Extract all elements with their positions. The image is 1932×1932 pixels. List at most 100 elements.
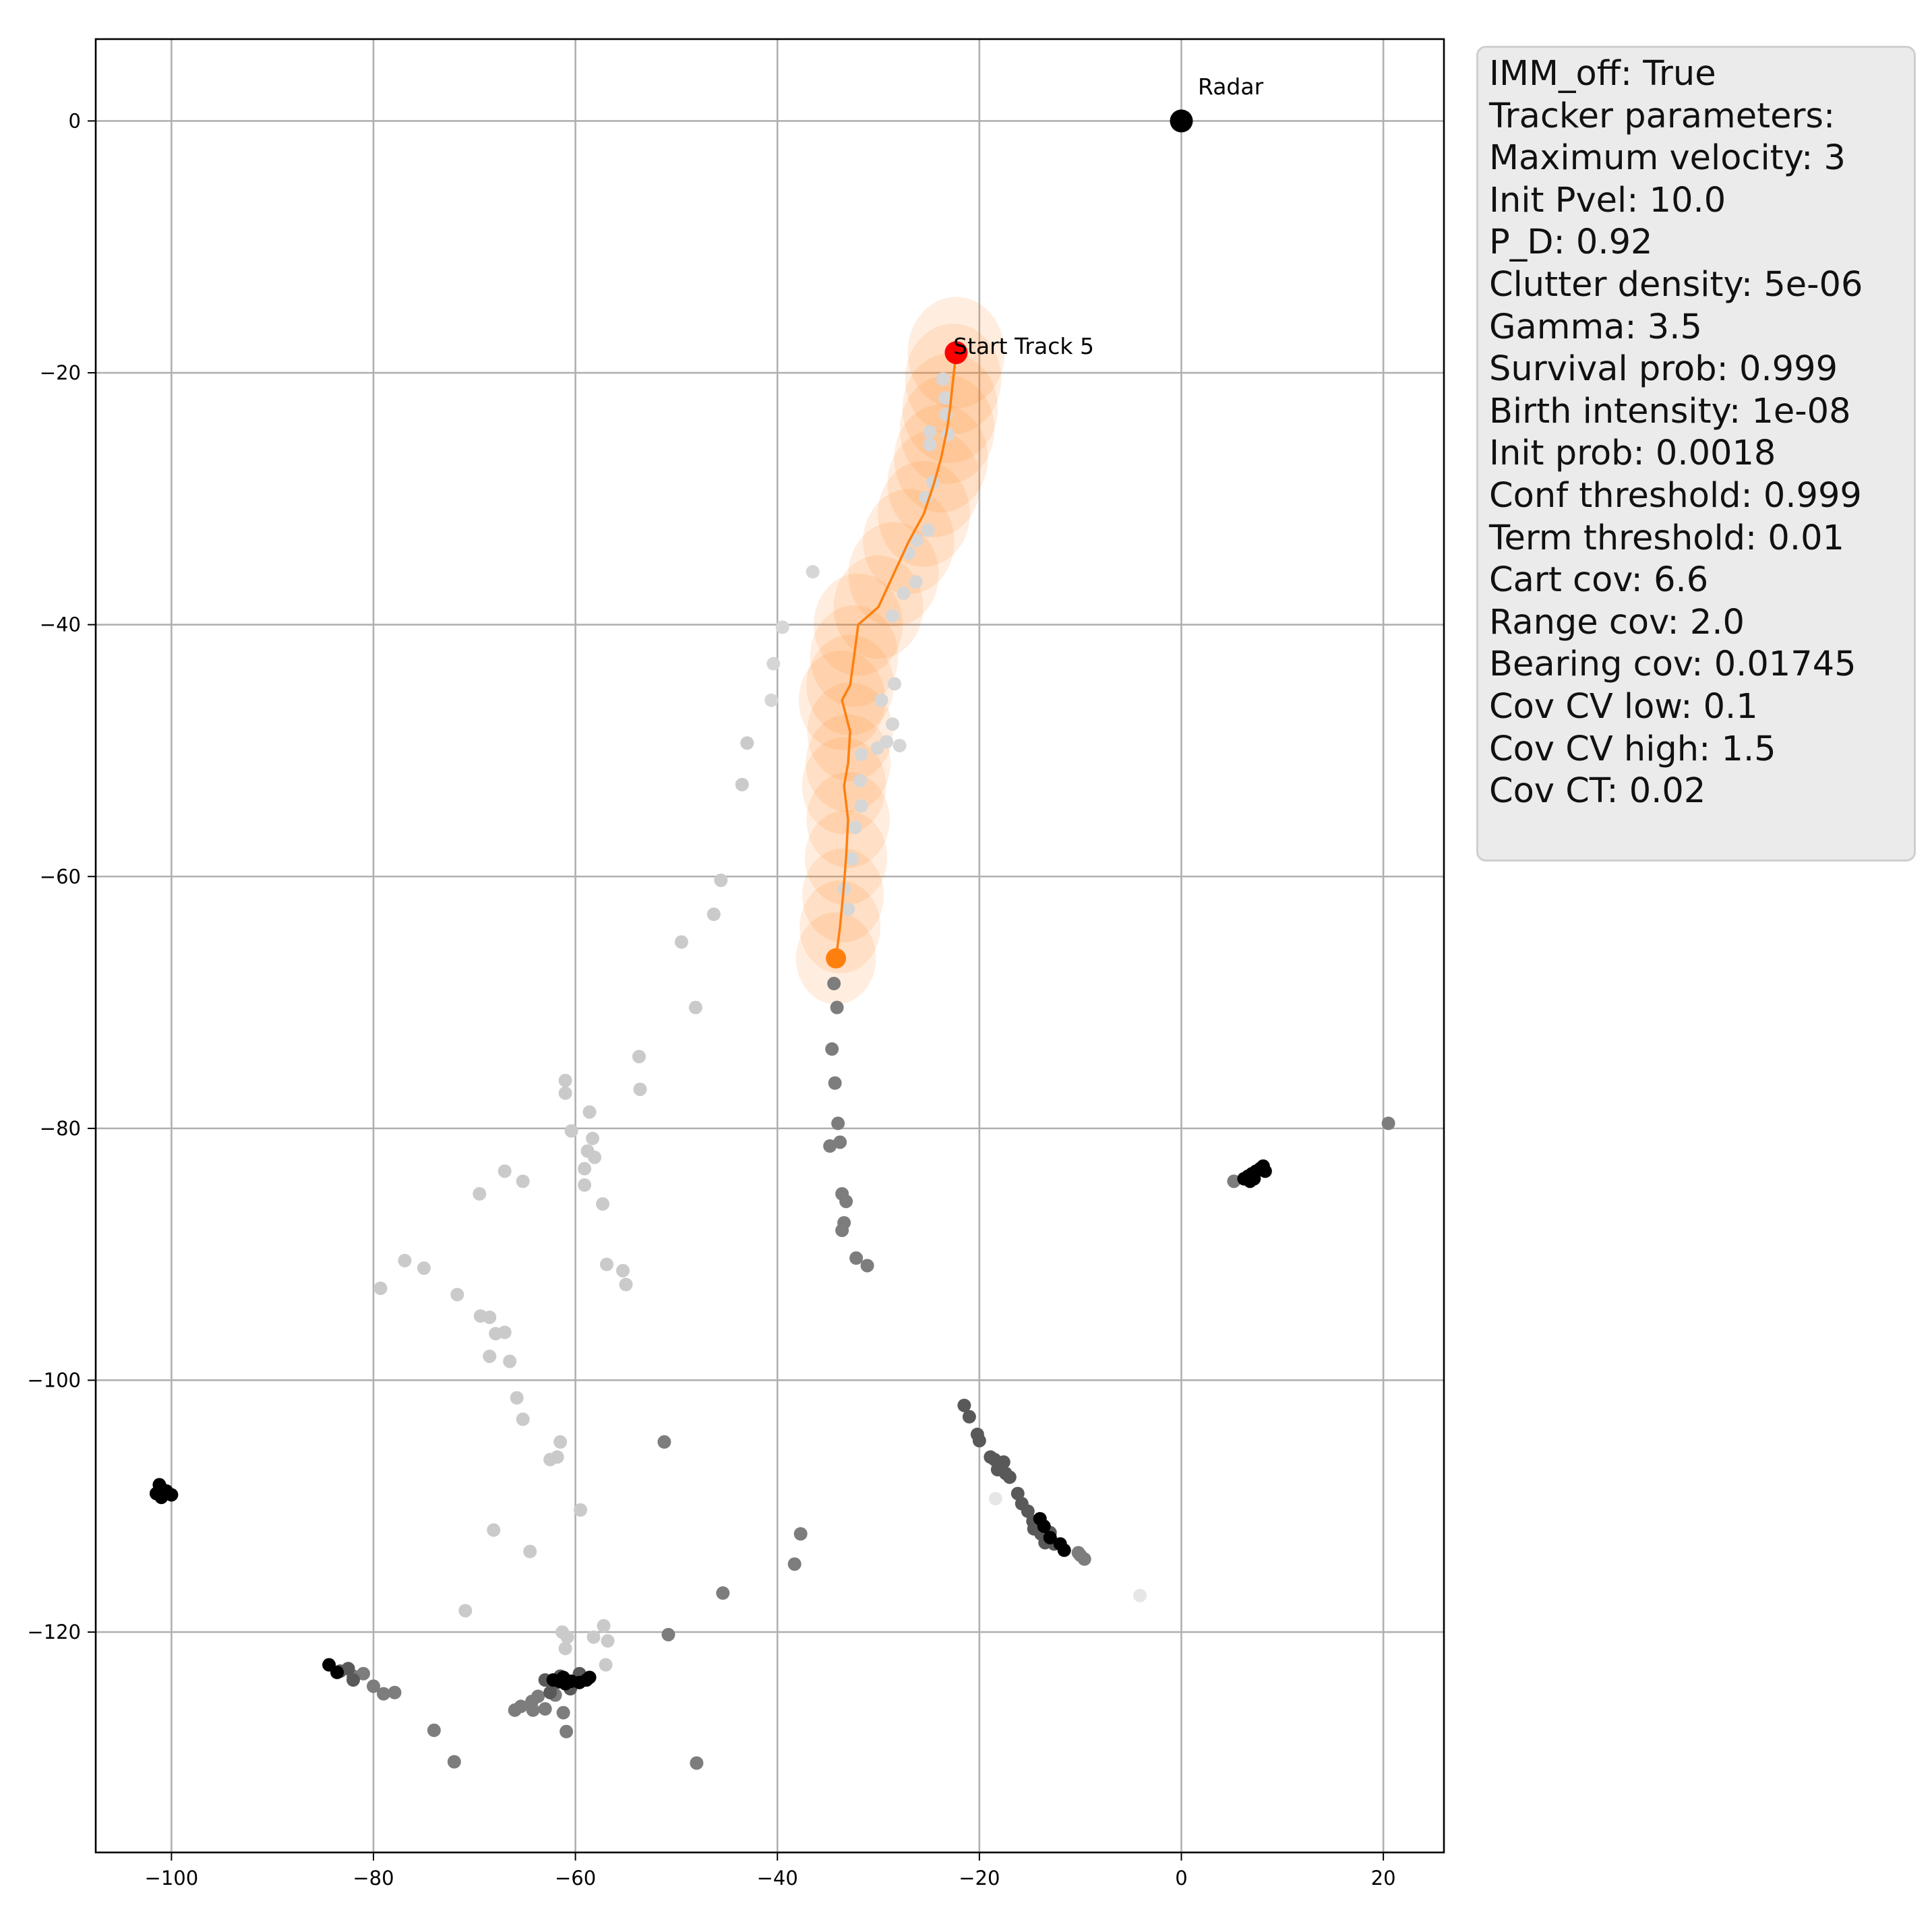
detection-point xyxy=(503,1354,517,1368)
detection-point xyxy=(586,1131,600,1145)
detection-point xyxy=(558,1073,572,1087)
detection-point xyxy=(483,1310,497,1325)
detection-point xyxy=(766,657,781,671)
detection-point xyxy=(1043,1530,1057,1544)
radar-marker xyxy=(1170,109,1193,133)
y-tick-label: 0 xyxy=(69,109,81,132)
detection-point xyxy=(996,1455,1010,1469)
detection-point xyxy=(366,1679,380,1693)
detection-point xyxy=(558,1086,572,1100)
detection-point xyxy=(601,1634,615,1648)
detection-point xyxy=(923,425,937,439)
radar-label: Radar xyxy=(1198,73,1264,100)
x-tick-label: −20 xyxy=(959,1867,1000,1890)
detection-point xyxy=(373,1281,388,1296)
detection-point xyxy=(473,1187,487,1201)
detection-point xyxy=(849,1251,864,1265)
detection-point xyxy=(1133,1588,1147,1602)
parameter-line: Cart cov: 6.6 xyxy=(1489,560,1709,601)
parameter-line: Clutter density: 5e-06 xyxy=(1489,264,1863,305)
plot-background xyxy=(96,39,1444,1852)
detection-point xyxy=(835,1224,849,1238)
detection-point xyxy=(688,1000,702,1015)
detection-point xyxy=(632,1050,646,1064)
detection-point xyxy=(578,1161,592,1176)
y-tick-label: −60 xyxy=(40,865,81,888)
track-end-marker xyxy=(826,948,847,969)
detection-point xyxy=(538,1702,552,1716)
x-tick-label: −40 xyxy=(757,1867,798,1890)
detection-point xyxy=(1258,1164,1272,1178)
parameter-line: P_D: 0.92 xyxy=(1489,222,1653,263)
detection-point xyxy=(854,748,868,762)
parameter-line: Survival prob: 0.999 xyxy=(1489,349,1838,390)
detection-point xyxy=(830,1000,844,1015)
detection-point xyxy=(526,1703,540,1717)
detection-point xyxy=(1002,1470,1017,1484)
detection-point xyxy=(564,1124,578,1138)
detection-point xyxy=(1071,1546,1085,1560)
detection-point xyxy=(341,1662,355,1676)
detection-point xyxy=(450,1288,464,1302)
parameter-line: Cov CV low: 0.1 xyxy=(1489,686,1758,727)
x-tick-label: −100 xyxy=(145,1867,199,1890)
detection-point xyxy=(886,609,900,623)
detection-point xyxy=(1247,1172,1261,1186)
parameter-line: Bearing cov: 0.01745 xyxy=(1489,644,1856,685)
detection-point xyxy=(582,1105,597,1119)
detection-point xyxy=(586,1630,601,1644)
detection-point xyxy=(543,1685,557,1699)
detection-point xyxy=(936,372,950,386)
detection-point xyxy=(853,774,868,788)
parameter-line: Tracker parameters: xyxy=(1489,96,1836,136)
detection-point xyxy=(674,935,688,949)
detection-point xyxy=(1227,1174,1241,1188)
detection-point xyxy=(582,1670,597,1685)
detection-point xyxy=(600,1257,614,1271)
parameter-line: Maximum velocity: 3 xyxy=(1489,138,1846,179)
detection-point xyxy=(845,852,859,866)
x-tick-label: 0 xyxy=(1175,1867,1187,1890)
detection-point xyxy=(633,1082,647,1096)
y-tick-label: −100 xyxy=(27,1368,81,1391)
detection-point xyxy=(346,1673,361,1687)
detection-point xyxy=(1037,1519,1051,1534)
detection-point xyxy=(578,1178,592,1192)
detection-point xyxy=(735,777,749,791)
detection-point xyxy=(957,1398,971,1412)
track xyxy=(826,341,968,969)
parameter-line: Cov CT: 0.02 xyxy=(1489,771,1706,812)
x-tick-label: 20 xyxy=(1371,1867,1396,1890)
detection-point xyxy=(775,620,789,634)
detection-point xyxy=(972,1434,986,1448)
detection-point xyxy=(483,1349,497,1363)
track-start-marker xyxy=(944,341,968,365)
detection-point xyxy=(793,1527,808,1541)
detection-point xyxy=(516,1412,530,1426)
detection-point xyxy=(661,1627,675,1641)
detection-point xyxy=(497,1325,512,1339)
parameter-line: Gamma: 3.5 xyxy=(1489,307,1702,347)
detection-point xyxy=(831,1116,845,1130)
detection-point xyxy=(553,1435,568,1449)
axis-ticks: −100 −80 −60 −40 −20 0 20 0 −20 −40 −60 −80 −100 −120 xyxy=(27,109,1395,1890)
detection-point xyxy=(909,575,923,589)
plot-frame xyxy=(94,38,1445,1854)
detection-point xyxy=(870,741,884,755)
detection-point xyxy=(558,1641,572,1656)
detection-point xyxy=(508,1703,522,1717)
detection-point xyxy=(706,907,721,922)
detection-point xyxy=(854,799,868,813)
detection-point xyxy=(398,1254,412,1268)
detection-point xyxy=(596,1197,610,1211)
detection-point xyxy=(556,1705,570,1720)
parameter-line: Conf threshold: 0.999 xyxy=(1489,475,1862,516)
detection-point xyxy=(740,736,754,750)
detection-point xyxy=(599,1658,613,1672)
detection-point xyxy=(417,1261,431,1275)
detection-point xyxy=(388,1685,402,1699)
detection-point xyxy=(848,820,862,835)
detection-point xyxy=(833,1135,847,1149)
detection-point xyxy=(806,565,820,579)
track-line xyxy=(835,352,958,959)
